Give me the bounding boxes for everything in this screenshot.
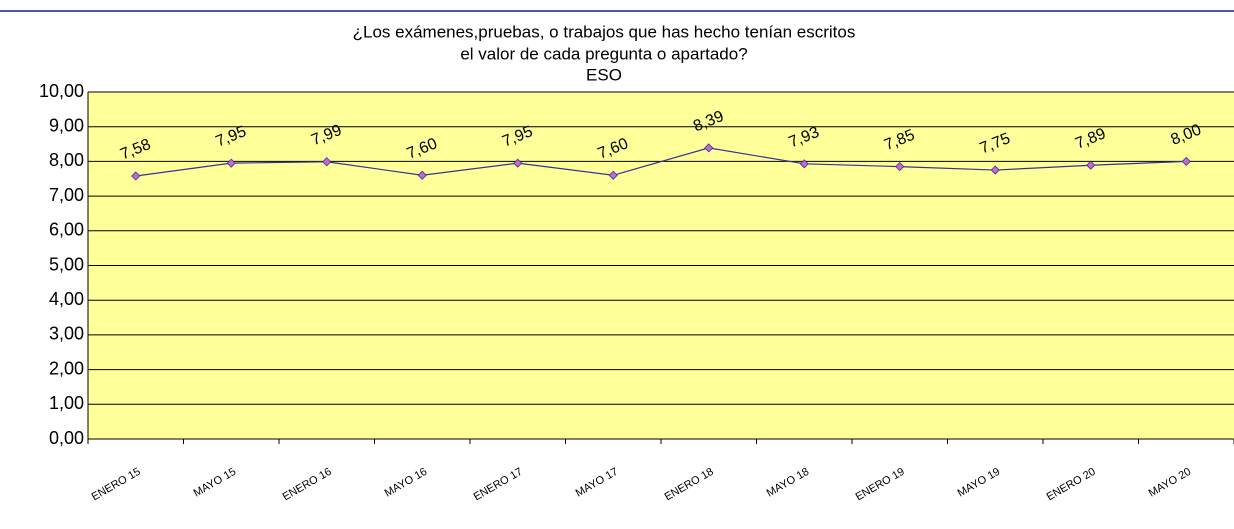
y-tick-label: 4,00 [49, 289, 84, 309]
x-tick-label: ENERO 15 [90, 466, 143, 504]
x-tick-label: MAYO 15 [192, 466, 239, 500]
marker [895, 162, 905, 172]
y-tick-label: 2,00 [49, 358, 84, 378]
y-tick-label: 5,00 [49, 254, 84, 274]
marker [417, 170, 427, 180]
x-tick-label: ENERO 20 [1045, 466, 1098, 504]
y-tick-label: 0,00 [49, 428, 84, 448]
marker [131, 171, 141, 181]
y-tick-label: 10,00 [39, 81, 84, 101]
x-tick-label: MAYO 20 [1147, 466, 1194, 500]
y-tick-label: 6,00 [49, 220, 84, 240]
marker [513, 158, 523, 168]
x-tick-label: MAYO 19 [956, 466, 1003, 500]
marker [990, 165, 1000, 175]
x-tick-label: MAYO 18 [765, 466, 812, 500]
chart-title: ¿Los exámenes,pruebas, o trabajos que ha… [353, 22, 856, 41]
marker [226, 158, 236, 168]
y-tick-label: 3,00 [49, 324, 84, 344]
y-tick-label: 8,00 [49, 150, 84, 170]
y-tick-label: 9,00 [49, 115, 84, 135]
chart-title: el valor de cada pregunta o apartado? [460, 44, 747, 63]
x-tick-label: ENERO 18 [663, 466, 716, 504]
y-tick-label: 7,00 [49, 185, 84, 205]
marker [799, 159, 809, 169]
marker [322, 157, 332, 167]
marker [608, 170, 618, 180]
y-tick-label: 1,00 [49, 393, 84, 413]
marker [1181, 156, 1191, 166]
x-tick-label: ENERO 16 [281, 466, 334, 504]
x-tick-label: ENERO 19 [854, 466, 907, 504]
marker [704, 143, 714, 153]
x-tick-label: MAYO 16 [383, 466, 430, 500]
x-tick-label: MAYO 17 [574, 466, 621, 500]
line-series [135, 147, 1187, 177]
x-tick-label: ENERO 17 [472, 466, 525, 504]
marker [1086, 160, 1096, 170]
chart-subtitle: ESO [586, 65, 622, 84]
